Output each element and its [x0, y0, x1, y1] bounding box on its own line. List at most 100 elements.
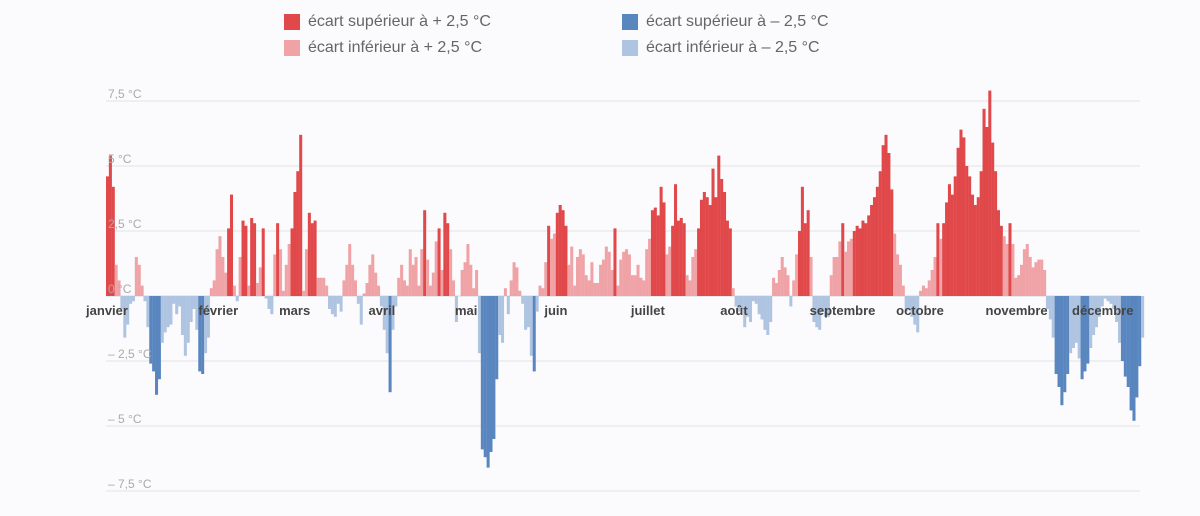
bar [760, 296, 764, 320]
bar [466, 244, 470, 296]
legend-swatch-cold-weak [622, 40, 638, 56]
bar [353, 280, 357, 296]
bar [968, 176, 972, 296]
bar [140, 285, 144, 296]
bar [443, 212, 447, 296]
bar [423, 210, 427, 296]
bar [114, 264, 118, 296]
legend-swatch-hot-strong [284, 14, 300, 30]
month-label: avril [369, 303, 396, 318]
bar [858, 228, 862, 296]
bar [774, 283, 778, 296]
bar [325, 285, 329, 296]
bar [1002, 236, 1006, 296]
bar [186, 296, 190, 343]
bar [431, 272, 435, 296]
bar [1094, 296, 1099, 328]
bar [463, 262, 467, 296]
bar [538, 285, 542, 296]
bar [956, 147, 960, 296]
bar [1045, 296, 1049, 309]
bar [806, 210, 810, 296]
y-tick-label: – 2,5 °C [108, 347, 152, 361]
bar [368, 264, 372, 296]
bar [382, 296, 386, 330]
bar [864, 223, 868, 296]
bar [302, 290, 306, 296]
bar [160, 296, 164, 343]
bar [809, 257, 813, 296]
bar [596, 283, 600, 296]
bar [469, 264, 473, 296]
bar [501, 296, 505, 343]
bar [498, 296, 502, 335]
bar [991, 142, 995, 296]
bar [446, 223, 450, 296]
bar [166, 296, 170, 328]
bar [725, 220, 729, 296]
bar [477, 296, 481, 354]
bar [394, 296, 398, 307]
bar [348, 244, 352, 296]
bar [887, 153, 891, 296]
bar [1118, 296, 1122, 343]
bar [195, 296, 199, 330]
bar [898, 264, 902, 296]
legend-swatch-hot-weak [284, 40, 300, 56]
bar [250, 218, 254, 296]
bar [111, 186, 115, 296]
bar [1077, 296, 1081, 359]
month-label: mai [455, 303, 477, 318]
bar [870, 205, 874, 296]
bar [377, 285, 381, 296]
bar [270, 296, 274, 315]
bar [829, 275, 833, 296]
bar [826, 296, 830, 317]
bar [561, 210, 565, 296]
bar [855, 225, 859, 296]
bar [1100, 296, 1104, 307]
bar [971, 194, 975, 296]
bar [780, 257, 784, 296]
bar [919, 290, 923, 296]
bar [656, 215, 660, 296]
bar [284, 264, 288, 296]
bar [512, 262, 516, 296]
bar [1014, 277, 1018, 296]
bar [279, 249, 283, 296]
bar [985, 127, 989, 296]
bar [872, 197, 876, 296]
bar [293, 192, 297, 296]
bar [616, 285, 620, 296]
bar [682, 223, 686, 296]
bar [1051, 296, 1055, 338]
bar [175, 296, 179, 315]
bar [648, 238, 652, 296]
bar [411, 264, 415, 296]
bar [152, 296, 156, 372]
bar [601, 259, 605, 296]
bar [610, 270, 614, 296]
bar [728, 228, 732, 296]
legend-item-hot-strong: écart supérieur à + 2,5 °C [284, 13, 491, 31]
bar [613, 228, 617, 296]
month-label: juin [543, 303, 567, 318]
bar [518, 290, 522, 296]
bar [564, 225, 568, 296]
bar [910, 296, 914, 317]
bar [1040, 259, 1044, 296]
bar [847, 241, 851, 296]
bar [296, 171, 300, 296]
bar [662, 202, 666, 296]
bar [316, 277, 320, 296]
bar [627, 254, 631, 296]
bar [541, 288, 545, 296]
bar [529, 296, 533, 356]
bar [584, 275, 588, 296]
bar [134, 257, 138, 296]
bar [241, 220, 245, 296]
bar [1109, 296, 1113, 304]
bar [1069, 296, 1073, 354]
month-label: août [720, 303, 748, 318]
